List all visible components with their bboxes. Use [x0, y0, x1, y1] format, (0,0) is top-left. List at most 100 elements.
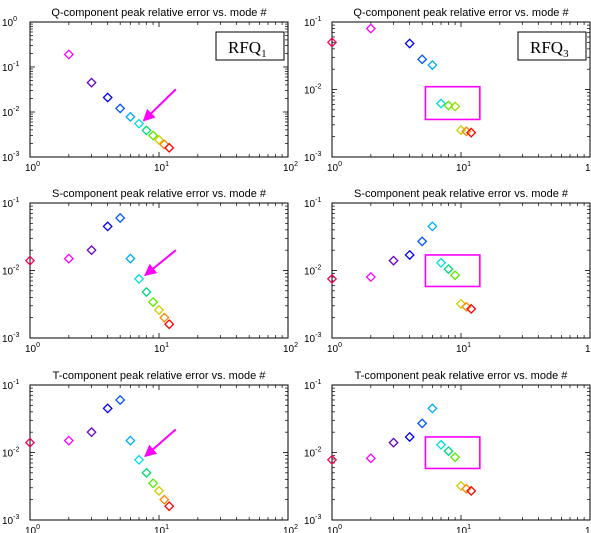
- rfq-label-box: [215, 31, 285, 61]
- subplot-title: Q-component peak relative error vs. mode…: [353, 7, 569, 19]
- data-point-mode-4: [102, 403, 113, 414]
- x-tick-label-exponent: 1: [467, 161, 471, 168]
- y-tick-label-exponent: -2: [315, 84, 321, 91]
- y-tick-label: 10-2: [2, 447, 19, 460]
- y-tick-label-exponent: -1: [13, 379, 19, 386]
- y-tick-label-exponent: -3: [13, 514, 19, 521]
- y-tick-label-base: 10: [2, 334, 14, 345]
- data-point-mode-9: [449, 270, 461, 281]
- y-tick-label-exponent: -1: [13, 61, 19, 68]
- y-tick-label-exponent: -3: [315, 514, 321, 521]
- x-tick-label: 100: [25, 342, 40, 355]
- data-point-mode-9: [449, 101, 461, 112]
- x-tick-label-exponent: 2: [294, 161, 298, 168]
- x-tick-label-base: 10: [283, 163, 295, 174]
- data-point-mode-12: [466, 303, 477, 315]
- subplot-title: T-component peak relative error vs. mode…: [355, 370, 569, 382]
- y-tick-label: 10-1: [2, 379, 19, 392]
- subplot-title: S-component peak relative error vs. mode…: [354, 188, 569, 200]
- x-tick-label-exponent: 2: [294, 524, 298, 531]
- y-tick-label-base: 10: [304, 199, 316, 210]
- x-tick-label-exponent: 0: [36, 524, 40, 531]
- data-point-mode-10: [153, 304, 165, 316]
- data-point-mode-2: [365, 23, 376, 34]
- y-tick-label-base: 10: [2, 267, 14, 278]
- data-point-mode-11: [159, 312, 170, 323]
- data-point-mode-7: [435, 439, 447, 450]
- y-tick-label: 10-2: [304, 265, 321, 278]
- data-point-mode-8: [443, 445, 454, 457]
- y-tick-label-exponent: -1: [13, 197, 19, 204]
- x-tick-label-base: 10: [456, 526, 468, 533]
- data-point-mode-1: [326, 454, 338, 465]
- data-point-mode-7: [133, 454, 145, 465]
- rfq-label-subscript: 1: [261, 48, 267, 60]
- x-tick-label: 100: [327, 342, 342, 355]
- x-tick-label-exponent: 1: [165, 161, 169, 168]
- y-tick-label-exponent: -2: [315, 447, 321, 454]
- rfq-label: RFQ3: [530, 38, 569, 60]
- highlight-arrow: [144, 428, 177, 458]
- x-tick-label: 102: [585, 161, 591, 174]
- data-point-mode-8: [141, 467, 152, 478]
- data-point-mode-3: [86, 427, 97, 438]
- y-tick-label-exponent: -1: [315, 197, 321, 204]
- y-tick-label-exponent: -2: [13, 447, 19, 454]
- axes-frame: [29, 384, 289, 521]
- data-point-mode-10: [153, 485, 165, 497]
- x-tick-label-exponent: 0: [36, 342, 40, 349]
- data-point-mode-10: [455, 298, 467, 310]
- y-tick-label: 10-3: [304, 514, 321, 527]
- x-tick-label: 101: [456, 342, 471, 355]
- data-point-mode-4: [404, 38, 415, 49]
- data-point-mode-6: [125, 253, 136, 264]
- x-tick-label-base: 10: [154, 344, 166, 355]
- x-tick-label: 100: [327, 524, 342, 533]
- data-point-mode-12: [466, 127, 477, 138]
- data-point-mode-1: [326, 37, 338, 48]
- data-point-mode-10: [455, 480, 467, 492]
- y-tick-label: 10-2: [304, 447, 321, 460]
- y-tick-label: 10-3: [304, 332, 321, 345]
- y-tick-label: 10-1: [2, 61, 19, 74]
- x-tick-label-base: 10: [154, 163, 166, 174]
- x-tick-label-base: 10: [25, 344, 37, 355]
- data-point-mode-7: [133, 273, 145, 285]
- data-point-mode-6: [427, 59, 438, 71]
- highlight-arrow: [144, 249, 177, 277]
- highlight-box: [424, 436, 481, 470]
- data-point-mode-8: [443, 100, 454, 111]
- x-tick-label: 100: [25, 161, 40, 174]
- y-tick-label-exponent: -3: [13, 332, 19, 339]
- y-tick-label: 10-2: [304, 84, 321, 97]
- x-tick-label: 102: [283, 342, 298, 355]
- data-point-mode-6: [427, 403, 438, 414]
- rfq-label: RFQ1: [228, 38, 267, 60]
- x-tick-label-base: 10: [585, 526, 591, 533]
- y-tick-label-base: 10: [2, 18, 14, 29]
- data-point-mode-3: [388, 437, 399, 448]
- data-point-mode-5: [417, 54, 428, 65]
- data-point-mode-5: [115, 103, 126, 114]
- data-point-mode-2: [63, 435, 74, 446]
- data-point-mode-10: [153, 134, 165, 146]
- data-point-mode-6: [125, 111, 136, 122]
- x-tick-label: 101: [154, 524, 169, 533]
- data-point-mode-1: [24, 437, 36, 448]
- x-tick-label: 100: [327, 161, 342, 174]
- y-tick-label: 10-1: [304, 197, 321, 210]
- y-tick-label-base: 10: [304, 334, 316, 345]
- x-tick-label-base: 10: [327, 163, 339, 174]
- x-tick-label-base: 10: [327, 344, 339, 355]
- data-point-mode-1: [326, 273, 338, 285]
- y-tick-label-exponent: -3: [315, 332, 321, 339]
- x-tick-label-base: 10: [585, 344, 591, 355]
- data-point-mode-11: [461, 483, 472, 494]
- y-tick-label: 10-3: [2, 151, 19, 164]
- y-tick-label-base: 10: [2, 199, 14, 210]
- y-tick-label-base: 10: [304, 153, 316, 164]
